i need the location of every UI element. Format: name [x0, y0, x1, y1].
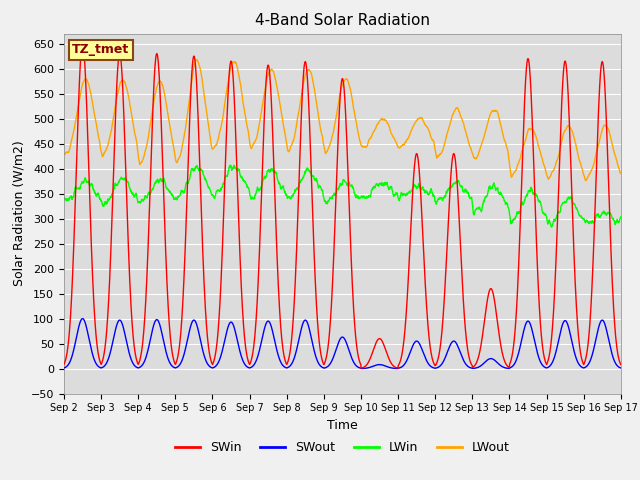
Title: 4-Band Solar Radiation: 4-Band Solar Radiation [255, 13, 430, 28]
X-axis label: Time: Time [327, 419, 358, 432]
Text: TZ_tmet: TZ_tmet [72, 43, 130, 56]
Y-axis label: Solar Radiation (W/m2): Solar Radiation (W/m2) [12, 141, 26, 287]
Legend: SWin, SWout, LWin, LWout: SWin, SWout, LWin, LWout [170, 436, 515, 459]
